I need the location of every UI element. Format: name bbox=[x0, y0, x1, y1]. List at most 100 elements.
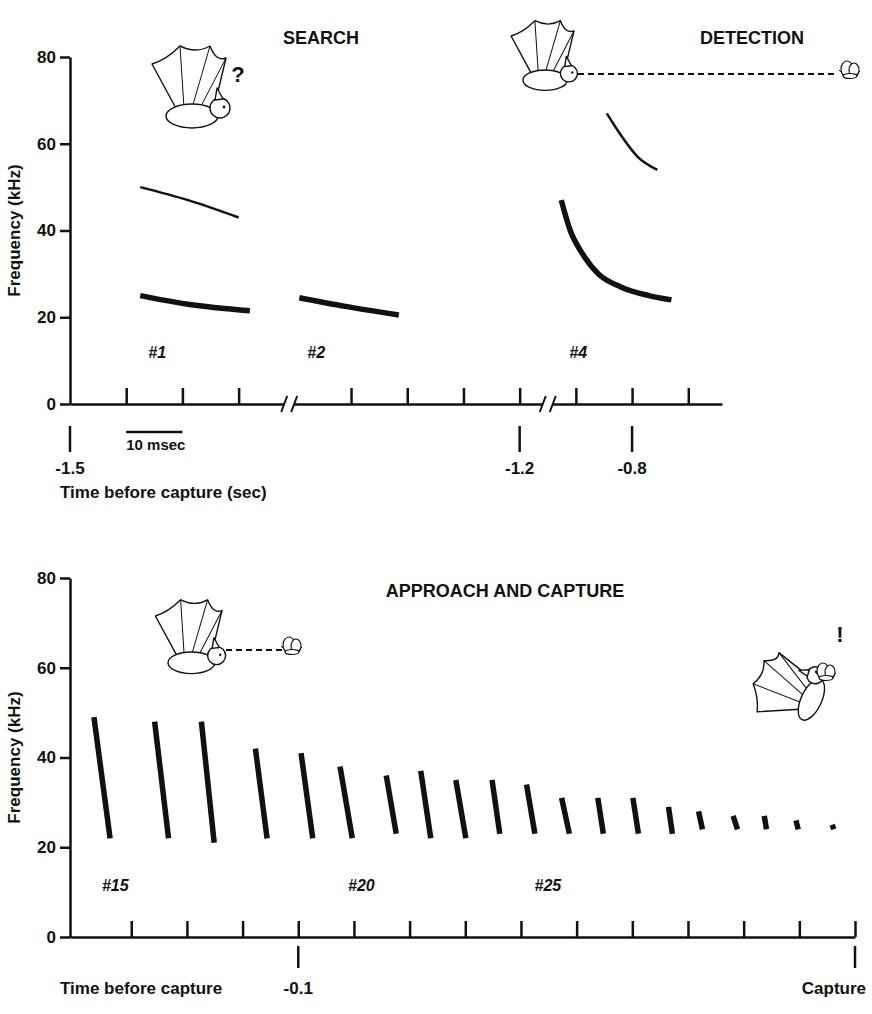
panel-title: SEARCH bbox=[283, 28, 359, 48]
scale-bar: 10 msec bbox=[126, 432, 185, 453]
x-tick-mark bbox=[186, 921, 189, 937]
x-tick bbox=[463, 388, 464, 404]
x-tick-mark bbox=[520, 921, 523, 937]
time-mark bbox=[297, 946, 300, 968]
call-harmonic bbox=[633, 798, 639, 834]
call-harmonic bbox=[668, 807, 672, 834]
x-tick-mark bbox=[575, 388, 578, 404]
x-tick bbox=[239, 388, 240, 404]
panel: #1#2#402040608010 msec-1.5-1.2-0.8Time b… bbox=[5, 21, 860, 502]
x-tick-mark bbox=[465, 921, 468, 937]
x-tick bbox=[126, 388, 127, 404]
y-tick-mark bbox=[60, 56, 70, 59]
call-harmonic bbox=[201, 722, 214, 843]
bat-ear bbox=[215, 88, 223, 100]
plot-area bbox=[94, 717, 834, 843]
x-tick bbox=[243, 921, 244, 937]
x-axis-line bbox=[71, 403, 723, 406]
bat-head bbox=[210, 98, 230, 118]
y-axis-title: Frequency (kHz) bbox=[5, 164, 24, 296]
x-tick bbox=[520, 388, 521, 404]
call-harmonic bbox=[255, 749, 267, 839]
panel: #15#20#25020406080-0.1CaptureTime before… bbox=[5, 569, 866, 998]
x-tick bbox=[407, 388, 408, 404]
bat-icon bbox=[743, 645, 834, 735]
y-tick-label: 0 bbox=[47, 395, 56, 414]
call-harmonic bbox=[94, 717, 110, 838]
bat-icon bbox=[152, 46, 230, 128]
time-marks: -0.1Capture bbox=[284, 946, 866, 998]
x-axis bbox=[71, 388, 723, 405]
time-mark bbox=[631, 426, 634, 452]
call-harmonic bbox=[386, 775, 396, 833]
x-tick-mark bbox=[743, 921, 746, 937]
y-tick-mark bbox=[60, 143, 70, 146]
x-tick bbox=[632, 921, 633, 937]
x-tick-mark bbox=[687, 921, 690, 937]
call-harmonic bbox=[607, 113, 658, 169]
y-tick-label: 60 bbox=[37, 659, 56, 678]
time-mark-label: -0.8 bbox=[617, 459, 646, 478]
call-harmonic bbox=[733, 816, 737, 829]
annotation: ! bbox=[836, 622, 843, 647]
x-tick bbox=[799, 921, 800, 937]
x-tick bbox=[298, 921, 299, 937]
y-tick-label: 80 bbox=[37, 569, 56, 588]
time-mark bbox=[69, 426, 72, 452]
call-harmonic bbox=[299, 298, 398, 315]
bat-ear bbox=[798, 666, 810, 676]
y-tick: 40 bbox=[37, 221, 70, 240]
y-tick-mark bbox=[60, 757, 70, 760]
x-tick bbox=[688, 388, 689, 404]
time-mark bbox=[518, 426, 521, 452]
moth-body bbox=[285, 650, 299, 655]
y-tick-label: 80 bbox=[37, 48, 56, 67]
echo-path bbox=[226, 649, 282, 651]
y-tick: 60 bbox=[37, 135, 70, 154]
x-tick-mark bbox=[576, 921, 579, 937]
time-mark-label: -1.5 bbox=[55, 459, 84, 478]
bat-icon bbox=[511, 21, 577, 91]
x-tick-mark bbox=[854, 921, 857, 937]
x-tick-mark bbox=[238, 388, 241, 404]
x-tick bbox=[576, 388, 577, 404]
y-tick-label: 40 bbox=[37, 748, 56, 767]
moth-body bbox=[819, 676, 833, 681]
moth-icon bbox=[839, 61, 860, 79]
moth-body bbox=[843, 74, 857, 79]
chart-container: #1#2#402040608010 msec-1.5-1.2-0.8Time b… bbox=[0, 0, 872, 1014]
bat-eye bbox=[223, 106, 226, 109]
call-labels: #1#2#4 bbox=[148, 344, 587, 361]
x-tick bbox=[521, 921, 522, 937]
y-tick-mark bbox=[60, 403, 70, 406]
time-marks: -1.5 -1.2 -0.8 bbox=[55, 426, 646, 478]
moth-icon bbox=[815, 663, 836, 681]
call-harmonic bbox=[598, 798, 604, 834]
y-axis: 0 20 40 60 80 bbox=[37, 48, 70, 414]
bat-icon bbox=[155, 600, 225, 674]
moth-icon bbox=[281, 637, 302, 655]
panel-title: APPROACH AND CAPTURE bbox=[386, 581, 624, 601]
scale-bar-line bbox=[126, 431, 182, 434]
x-tick bbox=[855, 921, 856, 937]
call-harmonic bbox=[340, 766, 352, 838]
x-tick bbox=[632, 388, 633, 404]
y-tick-mark bbox=[60, 317, 70, 320]
x-tick bbox=[465, 921, 466, 937]
call-harmonic bbox=[796, 820, 798, 829]
x-tick bbox=[688, 921, 689, 937]
moth-antenna bbox=[281, 646, 302, 651]
axis-break bbox=[281, 396, 297, 412]
time-mark bbox=[854, 946, 857, 968]
y-tick: 20 bbox=[37, 838, 70, 857]
axis-break bbox=[540, 396, 556, 412]
bat-head bbox=[208, 647, 226, 665]
time-mark-label: Capture bbox=[802, 979, 866, 998]
call-harmonic bbox=[562, 798, 570, 834]
y-tick-label: 20 bbox=[37, 308, 56, 327]
y-tick-label: 40 bbox=[37, 221, 56, 240]
call-label: #1 bbox=[148, 344, 166, 361]
y-tick-mark bbox=[60, 667, 70, 670]
time-mark-label: -1.2 bbox=[505, 459, 534, 478]
call-harmonic bbox=[492, 780, 500, 834]
